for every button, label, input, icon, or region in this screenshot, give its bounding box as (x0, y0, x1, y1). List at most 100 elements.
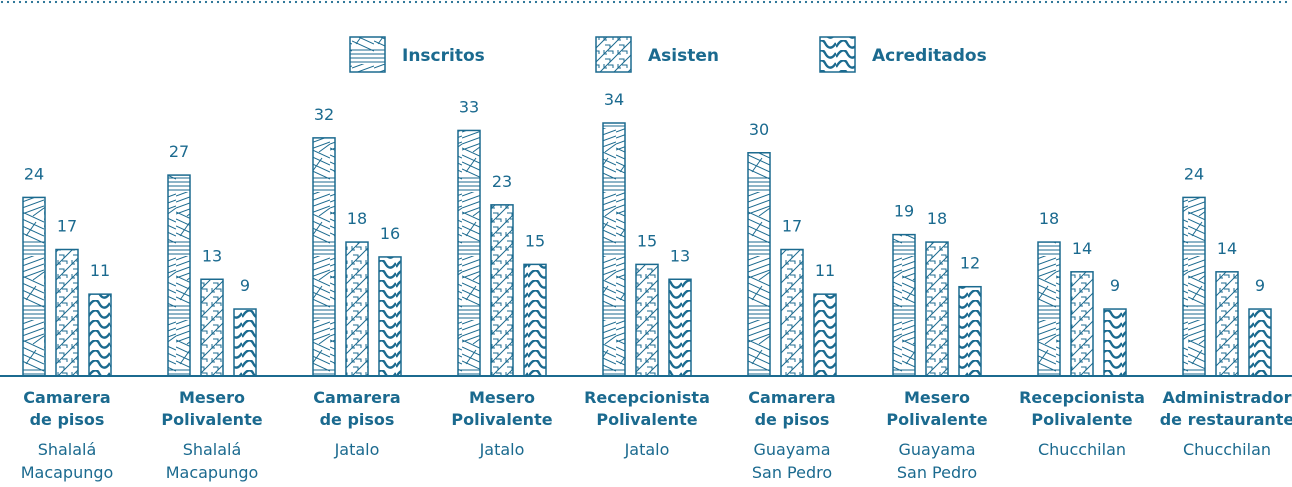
border-dot (216, 0, 220, 4)
border-dot (546, 0, 550, 4)
category-name: Recepcionista (584, 388, 710, 407)
border-dot (276, 0, 280, 4)
border-dot (1134, 0, 1138, 4)
border-dot (858, 0, 862, 4)
border-dot (606, 0, 610, 4)
category-name: Camarera (23, 388, 110, 407)
border-dot (1164, 0, 1168, 4)
border-dot (132, 0, 136, 4)
border-dot (360, 0, 364, 4)
border-dot (798, 0, 802, 4)
border-dot (1158, 0, 1162, 4)
dotted-top-border (0, 0, 1288, 4)
border-dot (1266, 0, 1270, 4)
bar-acreditados (813, 293, 837, 377)
bar-inscritos (312, 137, 336, 377)
border-dot (900, 0, 904, 4)
border-dot (564, 0, 568, 4)
data-label: 24 (1184, 164, 1204, 183)
category-name: Polivalente (161, 410, 262, 429)
border-dot (894, 0, 898, 4)
border-dot (1062, 0, 1066, 4)
data-label: 19 (894, 202, 914, 221)
border-dot (198, 0, 202, 4)
border-dot (576, 0, 580, 4)
border-dot (318, 0, 322, 4)
category-label: Recepcionista Polivalente Jatalo (584, 388, 710, 459)
border-dot (42, 0, 46, 4)
border-dot (138, 0, 142, 4)
border-dot (708, 0, 712, 4)
category-name: Recepcionista (1019, 388, 1145, 407)
border-dot (696, 0, 700, 4)
border-dot (390, 0, 394, 4)
category-label: Camarera de pisos Guayama San Pedro (748, 388, 835, 482)
data-label: 18 (347, 209, 367, 228)
category-name: Camarera (748, 388, 835, 407)
border-dot (324, 0, 328, 4)
bar-asisten (1215, 271, 1239, 377)
border-dot (714, 0, 718, 4)
category-place: Macapungo (21, 463, 114, 482)
bar-group: 33 23 15 (457, 97, 547, 377)
data-label: 9 (1255, 276, 1265, 295)
data-label: 12 (960, 254, 980, 273)
category-place: Guayama (898, 440, 975, 459)
border-dot (840, 0, 844, 4)
border-dot (456, 0, 460, 4)
border-dot (726, 0, 730, 4)
bar-group: 24 17 11 (22, 164, 112, 377)
border-dot (114, 0, 118, 4)
border-dot (600, 0, 604, 4)
border-dot (1116, 0, 1120, 4)
border-dot (948, 0, 952, 4)
border-dot (162, 0, 166, 4)
category-name: Polivalente (886, 410, 987, 429)
data-label: 9 (240, 276, 250, 295)
border-dot (366, 0, 370, 4)
border-dot (1068, 0, 1072, 4)
border-dot (6, 0, 10, 4)
bar-group: 30 17 11 (747, 120, 837, 377)
border-dot (996, 0, 1000, 4)
border-dot (234, 0, 238, 4)
data-label: 34 (604, 90, 624, 109)
border-dot (354, 0, 358, 4)
border-dot (1122, 0, 1126, 4)
legend-swatch (349, 36, 386, 73)
border-dot (54, 0, 58, 4)
data-label: 9 (1110, 276, 1120, 295)
legend-label: Acreditados (872, 46, 987, 66)
border-dot (552, 0, 556, 4)
border-dot (510, 0, 514, 4)
border-dot (1218, 0, 1222, 4)
category-place: Shalalá (38, 440, 97, 459)
border-dot (1086, 0, 1090, 4)
border-dot (264, 0, 268, 4)
bar-asisten (55, 248, 79, 377)
bar-asisten (635, 263, 659, 377)
data-label: 17 (782, 217, 802, 236)
border-dot (306, 0, 310, 4)
bar-acreditados (668, 278, 692, 377)
border-dot (804, 0, 808, 4)
category-label: Mesero Polivalente Shalalá Macapungo (161, 388, 262, 482)
border-dot (624, 0, 628, 4)
category-name: Mesero (904, 388, 970, 407)
border-dot (468, 0, 472, 4)
border-dot (984, 0, 988, 4)
border-dot (1146, 0, 1150, 4)
category-name: de pisos (755, 410, 830, 429)
border-dot (486, 0, 490, 4)
bar-acreditados (958, 285, 982, 377)
legend-swatch (819, 36, 856, 73)
border-dot (534, 0, 538, 4)
border-dot (1026, 0, 1030, 4)
border-dot (480, 0, 484, 4)
category-label: Mesero Polivalente Guayama San Pedro (886, 388, 987, 482)
border-dot (978, 0, 982, 4)
border-dot (1032, 0, 1036, 4)
bar-asisten (345, 241, 369, 377)
border-dot (1110, 0, 1114, 4)
border-dot (312, 0, 316, 4)
